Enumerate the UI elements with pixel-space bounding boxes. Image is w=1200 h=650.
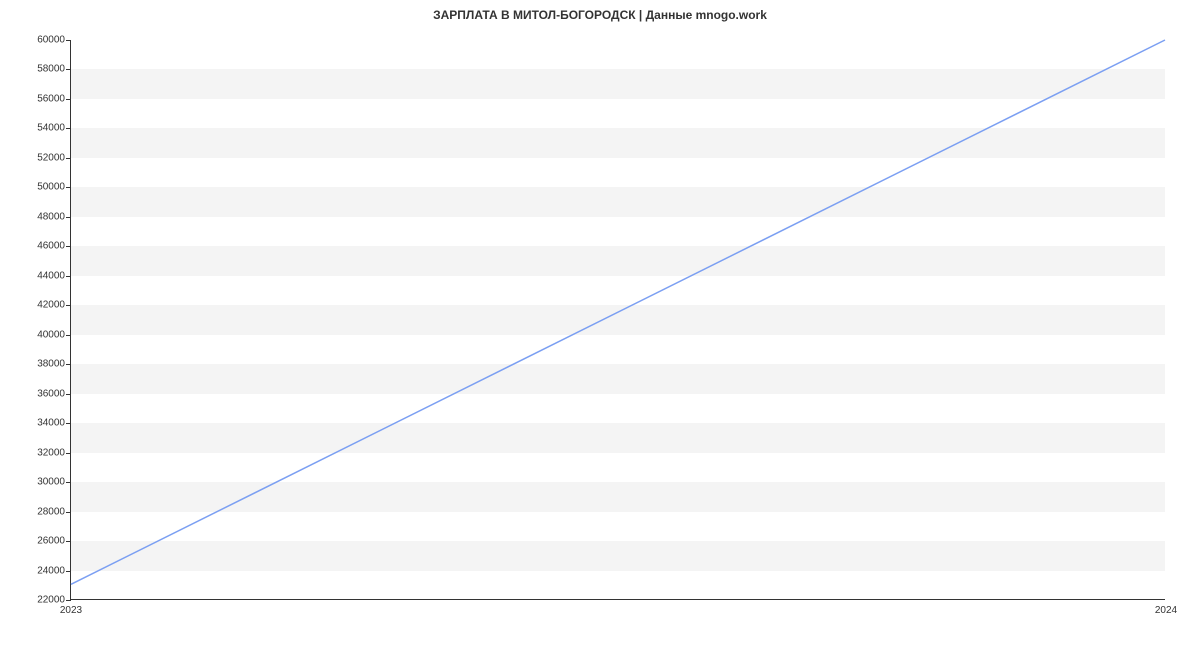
y-tick-mark xyxy=(66,305,71,306)
y-tick-mark xyxy=(66,187,71,188)
y-tick-label: 36000 xyxy=(37,388,65,399)
y-tick-mark xyxy=(66,600,71,601)
y-tick-mark xyxy=(66,69,71,70)
y-tick-mark xyxy=(66,158,71,159)
chart-title: ЗАРПЛАТА В МИТОЛ-БОГОРОДСК | Данные mnog… xyxy=(0,0,1200,22)
y-tick-label: 48000 xyxy=(37,211,65,222)
y-tick-mark xyxy=(66,571,71,572)
x-tick-label: 2024 xyxy=(1155,605,1177,616)
y-tick-label: 34000 xyxy=(37,418,65,429)
plot-region: 2200024000260002800030000320003400036000… xyxy=(70,40,1165,600)
y-tick-label: 26000 xyxy=(37,536,65,547)
series-line-salary xyxy=(71,40,1165,584)
y-tick-mark xyxy=(66,423,71,424)
y-tick-label: 40000 xyxy=(37,329,65,340)
y-tick-mark xyxy=(66,482,71,483)
chart-plot-area: 2200024000260002800030000320003400036000… xyxy=(70,40,1165,600)
y-tick-label: 54000 xyxy=(37,123,65,134)
y-tick-mark xyxy=(66,335,71,336)
x-tick-label: 2023 xyxy=(60,605,82,616)
y-tick-mark xyxy=(66,512,71,513)
y-tick-mark xyxy=(66,394,71,395)
y-tick-label: 52000 xyxy=(37,152,65,163)
y-tick-label: 22000 xyxy=(37,595,65,606)
y-tick-mark xyxy=(66,364,71,365)
y-tick-mark xyxy=(66,276,71,277)
y-tick-label: 30000 xyxy=(37,477,65,488)
y-tick-label: 28000 xyxy=(37,506,65,517)
y-tick-label: 60000 xyxy=(37,35,65,46)
y-tick-label: 42000 xyxy=(37,300,65,311)
y-tick-mark xyxy=(66,128,71,129)
y-tick-label: 58000 xyxy=(37,64,65,75)
y-tick-label: 56000 xyxy=(37,93,65,104)
y-tick-mark xyxy=(66,541,71,542)
y-tick-mark xyxy=(66,217,71,218)
y-tick-label: 32000 xyxy=(37,447,65,458)
y-tick-mark xyxy=(66,453,71,454)
line-series-layer xyxy=(71,40,1165,599)
y-tick-label: 38000 xyxy=(37,359,65,370)
y-tick-label: 24000 xyxy=(37,565,65,576)
y-tick-label: 46000 xyxy=(37,241,65,252)
y-tick-mark xyxy=(66,40,71,41)
y-tick-label: 50000 xyxy=(37,182,65,193)
y-tick-label: 44000 xyxy=(37,270,65,281)
y-tick-mark xyxy=(66,246,71,247)
y-tick-mark xyxy=(66,99,71,100)
